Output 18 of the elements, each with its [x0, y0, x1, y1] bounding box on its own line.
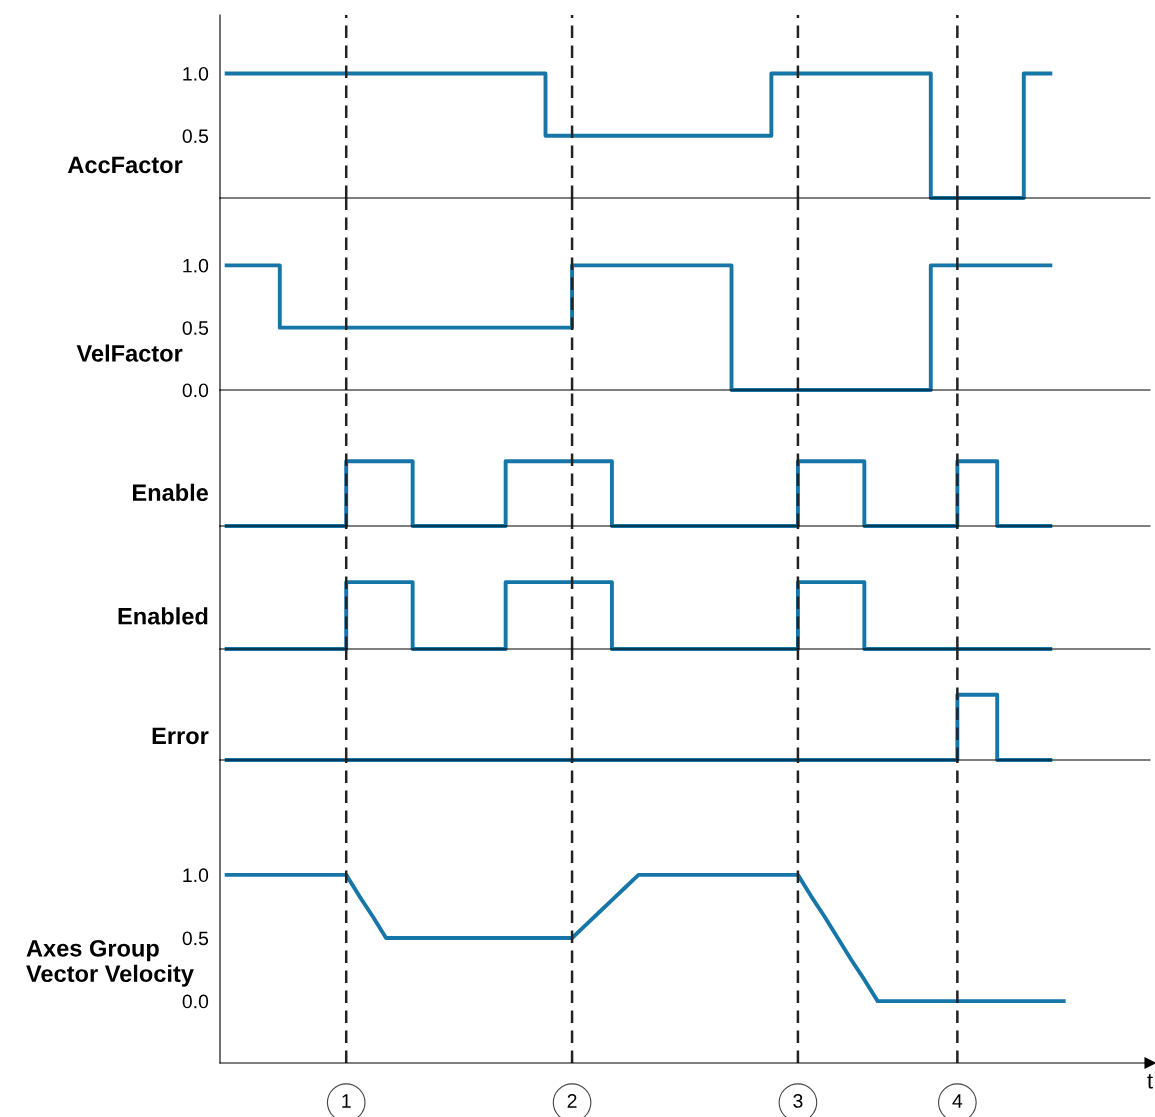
- y-axis-title: AccFactor: [67, 156, 183, 174]
- x-tick-label: 3: [793, 1094, 803, 1108]
- y-tick-label: 0.5: [182, 321, 209, 335]
- y-tick-label: 1.0: [183, 258, 209, 273]
- y-tick-label: 1.0: [183, 66, 209, 81]
- y-axis-title: Error: [152, 727, 209, 745]
- line-series: [224, 872, 1066, 1004]
- y-tick-label: 0.0: [182, 994, 209, 1009]
- y-axis-title: Enable: [133, 483, 209, 502]
- x-axis-title: t: [1147, 1074, 1153, 1089]
- y-tick-label: 0.5: [182, 129, 209, 143]
- y-axis-title: VelFactor: [76, 344, 183, 362]
- x-tick-label: 4: [952, 1094, 963, 1108]
- y-axis-title: Enabled: [118, 607, 208, 625]
- y-tick-label: 0.0: [182, 383, 209, 398]
- x-tick-label: 1: [342, 1094, 351, 1108]
- x-tick-label: 2: [567, 1094, 577, 1108]
- y-tick-label: 1.0: [183, 868, 209, 883]
